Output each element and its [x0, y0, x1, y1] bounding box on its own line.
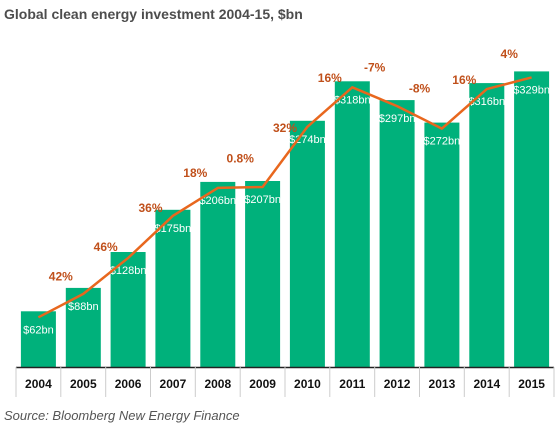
trend-line [37, 76, 532, 319]
x-axis: 2004 2005 2006 2007 2008 2009 2010 2011 2012 2013… [15, 366, 555, 397]
growth-label-2012: -7% [364, 61, 386, 75]
x-tick-label-2010: 2010 [294, 377, 321, 391]
bar-value-label-2008: $206bn [199, 195, 236, 207]
x-tick-label-2015: 2015 [518, 377, 545, 391]
bars-layer [20, 71, 550, 368]
chart-title: Global clean energy investment 2004-15, … [4, 6, 303, 22]
growth-label-2006: 46% [94, 240, 118, 254]
bar-2006 [110, 252, 146, 367]
bar-2014 [469, 83, 505, 367]
bar-value-label-2004: $62bn [23, 324, 54, 336]
bar-value-label-2005: $88bn [68, 301, 99, 313]
x-tick-label-2011: 2011 [339, 377, 365, 391]
bar-2015 [514, 71, 550, 368]
growth-label-2007: 36% [138, 201, 162, 215]
bar-value-label-2012: $297bn [379, 113, 416, 125]
bar-2004 [20, 311, 56, 367]
growth-label-2013: -8% [409, 81, 431, 95]
x-tick-label-2006: 2006 [115, 377, 142, 391]
growth-label-2005: 42% [49, 270, 73, 284]
growth-label-2011: 16% [318, 71, 342, 85]
bar-2013 [424, 122, 460, 367]
bar-labels-layer: $62bn$88bn$128bn$175bn$206bn $207bn$274bn… [23, 84, 550, 336]
x-tick-label-2013: 2013 [429, 377, 456, 391]
bar-2010 [289, 120, 325, 367]
growth-labels-layer: 42% 46% 36% 18% 0.8% 32% 16% -7% -8% 16% 4% [49, 47, 518, 283]
bar-2012 [379, 100, 415, 367]
bar-value-label-2006: $128bn [110, 265, 147, 277]
bar-value-label-2013: $272bn [424, 136, 461, 148]
bar-value-label-2014: $316bn [468, 96, 505, 108]
trend-line-layer [37, 76, 532, 319]
growth-label-2009: 0.8% [227, 151, 255, 165]
x-tick-label-2012: 2012 [384, 377, 411, 391]
x-tick-label-2005: 2005 [70, 377, 97, 391]
growth-label-2010: 32% [273, 121, 297, 135]
bar-2009 [245, 181, 281, 367]
x-tick-label-2008: 2008 [204, 377, 231, 391]
bar-value-label-2011: $318bn [334, 94, 371, 106]
bar-value-label-2009: $207bn [244, 194, 281, 206]
bar-value-label-2010: $274bn [289, 134, 326, 146]
growth-label-2008: 18% [183, 166, 207, 180]
source-note: Source: Bloomberg New Energy Finance [4, 408, 240, 423]
growth-label-2015: 4% [501, 47, 519, 61]
bar-2007 [155, 209, 191, 367]
x-tick-label-2007: 2007 [160, 377, 187, 391]
bar-value-label-2015: $329bn [513, 84, 550, 96]
growth-label-2014: 16% [452, 73, 476, 87]
x-tick-label-2004: 2004 [25, 377, 52, 391]
bar-2011 [334, 81, 370, 368]
x-tick-label-2009: 2009 [249, 377, 276, 391]
bar-2008 [200, 181, 236, 367]
x-tick-label-2014: 2014 [473, 377, 500, 391]
